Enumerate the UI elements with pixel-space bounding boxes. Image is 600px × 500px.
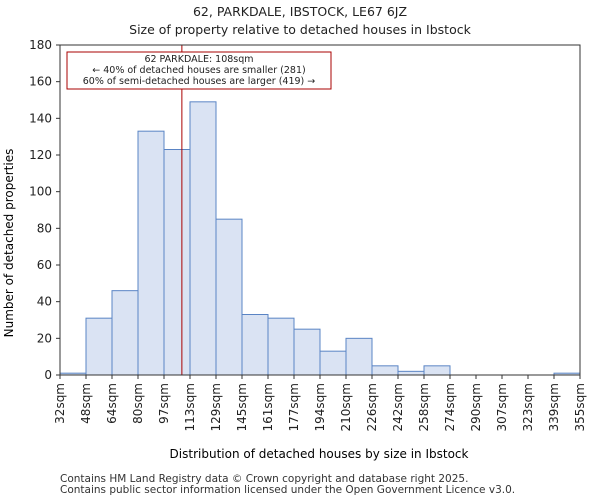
y-axis-label: Number of detached properties bbox=[2, 149, 16, 338]
x-tick-label: 355sqm bbox=[573, 383, 587, 431]
histogram-bar bbox=[137, 130, 165, 376]
x-axis-label: Distribution of detached houses by size … bbox=[170, 447, 469, 461]
footer-licence: Contains public sector information licen… bbox=[60, 484, 516, 496]
histogram-bar bbox=[111, 290, 139, 376]
x-tick-label: 64sqm bbox=[105, 383, 119, 424]
y-tick-label: 160 bbox=[29, 75, 52, 89]
y-tick-label: 180 bbox=[29, 38, 52, 52]
y-tick-label: 100 bbox=[29, 185, 52, 199]
x-tick-label: 242sqm bbox=[391, 383, 405, 431]
x-tick-label: 48sqm bbox=[79, 383, 93, 424]
x-tick-label: 290sqm bbox=[469, 383, 483, 431]
y-tick-label: 120 bbox=[29, 148, 52, 162]
annotation-text: ← 40% of detached houses are smaller (28… bbox=[92, 65, 305, 76]
x-tick-label: 80sqm bbox=[131, 383, 145, 424]
histogram-bar bbox=[345, 337, 373, 376]
annotation-box bbox=[66, 51, 332, 90]
chart-subtitle: Size of property relative to detached ho… bbox=[129, 22, 471, 37]
x-tick-label: 258sqm bbox=[417, 383, 431, 431]
histogram-bar bbox=[85, 317, 113, 376]
histogram-bar bbox=[215, 218, 243, 376]
y-tick-label: 60 bbox=[37, 258, 52, 272]
histogram-bar bbox=[371, 365, 399, 376]
x-tick-label: 97sqm bbox=[157, 383, 171, 424]
footer-copyright: Contains HM Land Registry data © Crown c… bbox=[60, 473, 469, 485]
histogram-bar bbox=[241, 314, 269, 376]
x-tick-label: 274sqm bbox=[443, 383, 457, 431]
x-tick-label: 226sqm bbox=[365, 383, 379, 431]
y-tick-label: 0 bbox=[44, 368, 52, 382]
x-tick-label: 323sqm bbox=[521, 383, 535, 431]
histogram-bar bbox=[293, 328, 321, 376]
x-tick-label: 194sqm bbox=[313, 383, 327, 431]
x-tick-label: 339sqm bbox=[547, 383, 561, 431]
y-tick-label: 20 bbox=[37, 331, 52, 345]
x-tick-label: 307sqm bbox=[495, 383, 509, 431]
annotation-text: 60% of semi-detached houses are larger (… bbox=[83, 76, 316, 87]
x-tick-label: 177sqm bbox=[287, 383, 301, 431]
y-tick-label: 140 bbox=[29, 111, 52, 125]
x-tick-label: 113sqm bbox=[183, 383, 197, 431]
histogram-bar bbox=[397, 370, 425, 376]
x-tick-label: 129sqm bbox=[209, 383, 223, 431]
x-tick-label: 161sqm bbox=[261, 383, 275, 431]
histogram-bar bbox=[267, 317, 295, 376]
y-tick-label: 80 bbox=[37, 221, 52, 235]
histogram-bar bbox=[189, 101, 217, 376]
x-tick-label: 145sqm bbox=[235, 383, 249, 431]
histogram-bar bbox=[423, 365, 451, 376]
y-tick-label: 40 bbox=[37, 295, 52, 309]
annotation-text: 62 PARKDALE: 108sqm bbox=[144, 54, 253, 65]
chart-title: 62, PARKDALE, IBSTOCK, LE67 6JZ bbox=[192, 4, 408, 19]
x-tick-label: 32sqm bbox=[53, 383, 67, 424]
x-tick-label: 210sqm bbox=[339, 383, 353, 431]
histogram-bar bbox=[163, 149, 191, 376]
histogram-bar bbox=[319, 350, 347, 376]
